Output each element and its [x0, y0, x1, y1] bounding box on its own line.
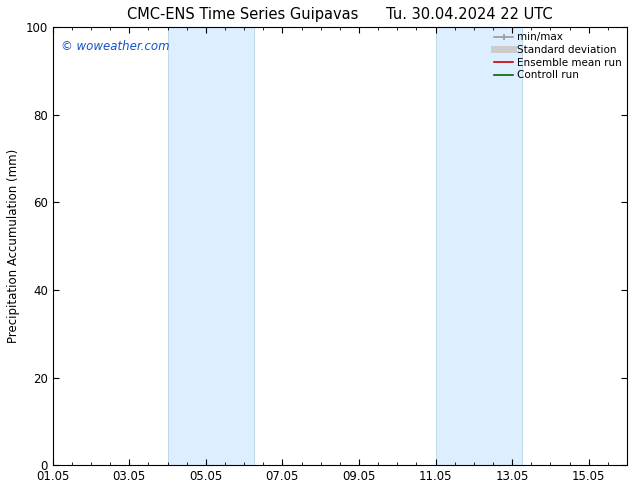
- Text: © woweather.com: © woweather.com: [61, 40, 170, 53]
- Legend: min/max, Standard deviation, Ensemble mean run, Controll run: min/max, Standard deviation, Ensemble me…: [492, 30, 624, 82]
- Y-axis label: Precipitation Accumulation (mm): Precipitation Accumulation (mm): [7, 149, 20, 343]
- Bar: [167, 27, 254, 465]
- Title: CMC-ENS Time Series Guipavas      Tu. 30.04.2024 22 UTC: CMC-ENS Time Series Guipavas Tu. 30.04.2…: [127, 7, 553, 22]
- Bar: [436, 27, 522, 465]
